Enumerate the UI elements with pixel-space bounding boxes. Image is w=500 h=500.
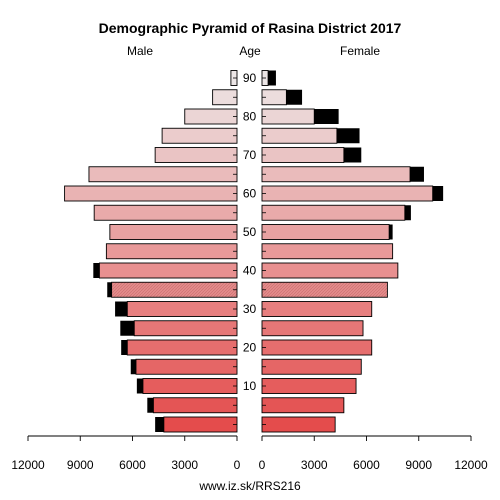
male-bar-55-59: [93, 204, 238, 221]
female-excess-bar-65-69: [410, 166, 424, 182]
male-bar-75-79: [161, 127, 238, 144]
x-tick-label-male: 6000: [119, 458, 146, 472]
male-excess-bar-5-9: [147, 397, 154, 413]
male-bar-35-39: [111, 281, 238, 298]
x-tick-label-female: 6000: [353, 458, 380, 472]
female-bar-10-14: [261, 378, 357, 394]
female-bar-65-69: [261, 166, 411, 183]
male-excess-bar-25-29: [120, 320, 135, 336]
female-bar-35-39: [261, 281, 388, 298]
female-bar-30-34: [261, 301, 373, 317]
x-tick-label-female: 0: [259, 458, 266, 472]
male-excess-bar-10-14: [136, 378, 143, 394]
female-bar-60-64: [261, 185, 434, 202]
female-bar-50-54: [261, 224, 390, 240]
male-label: Male: [127, 44, 153, 58]
bars-group: [64, 70, 444, 433]
age-label: Age: [239, 44, 261, 58]
male-bar-60-64: [64, 185, 238, 202]
female-label: Female: [340, 44, 380, 58]
male-bar-10-14: [142, 378, 238, 394]
x-tick-label-female: 9000: [405, 458, 432, 472]
x-tick-label-male: 3000: [171, 458, 198, 472]
female-bar-40-44: [261, 262, 399, 279]
male-excess-bar-0-4: [155, 417, 164, 432]
age-tick-label: 10: [243, 379, 257, 393]
male-bar-70-74: [154, 147, 238, 163]
female-bar-70-74: [261, 147, 345, 163]
male-bar-5-9: [152, 397, 238, 414]
age-tick-label: 30: [243, 302, 257, 316]
male-excess-bar-40-44: [93, 263, 100, 278]
x-tick-label-female: 3000: [301, 458, 328, 472]
male-bar-15-19: [135, 358, 238, 375]
female-excess-bar-85-89: [286, 89, 303, 105]
female-excess-bar-80-84: [314, 109, 339, 124]
male-excess-bar-35-39: [107, 282, 112, 298]
x-tick-label-female: 12000: [454, 458, 488, 472]
age-tick-label: 40: [243, 264, 257, 278]
age-tick-label: 70: [243, 148, 257, 162]
male-bar-0-4: [163, 416, 238, 433]
age-tick-label: 80: [243, 110, 257, 124]
age-tick-label: 90: [243, 71, 257, 85]
female-bar-55-59: [261, 204, 406, 221]
male-bar-50-54: [109, 224, 238, 240]
x-tick-label-male: 9000: [67, 458, 94, 472]
female-bar-15-19: [261, 358, 362, 375]
female-bar-20-24: [261, 339, 373, 356]
female-bar-5-9: [261, 397, 345, 414]
chart-title: Demographic Pyramid of Rasina District 2…: [99, 20, 402, 36]
x-tick-label-male: 0: [234, 458, 241, 472]
male-excess-bar-30-34: [115, 301, 128, 317]
male-bar-65-69: [88, 166, 238, 183]
male-bar-40-44: [98, 262, 238, 279]
x-tick-label-male: 12000: [11, 458, 45, 472]
male-bar-80-84: [184, 108, 238, 125]
female-excess-bar-50-54: [389, 224, 393, 240]
x-axis-male: 0 3000 6000 9000 12000: [11, 435, 241, 472]
female-excess-bar-90+: [268, 70, 276, 86]
male-bar-45-49: [105, 243, 238, 260]
male-bar-25-29: [133, 320, 238, 337]
source-footer: www.iz.sk/RRS216: [198, 479, 301, 493]
male-excess-bar-15-19: [130, 359, 136, 375]
female-bar-0-4: [261, 416, 336, 433]
age-tick-label: 60: [243, 187, 257, 201]
female-bar-80-84: [261, 108, 315, 125]
female-excess-bar-60-64: [432, 186, 444, 201]
female-excess-bar-70-74: [343, 147, 362, 163]
age-axis: 10 20 30 40 50 60 70 80 90: [233, 71, 266, 425]
female-bar-25-29: [261, 320, 364, 337]
female-excess-bar-55-59: [404, 205, 411, 221]
age-tick-label: 50: [243, 225, 257, 239]
x-axis-female: 0 3000 6000 9000 12000: [259, 435, 488, 472]
female-bar-45-49: [261, 243, 394, 260]
female-bar-75-79: [261, 127, 338, 144]
female-excess-bar-75-79: [336, 128, 360, 144]
age-tick-label: 20: [243, 341, 257, 355]
male-bar-20-24: [126, 339, 238, 356]
male-excess-bar-20-24: [121, 340, 128, 355]
male-bar-30-34: [126, 301, 238, 317]
